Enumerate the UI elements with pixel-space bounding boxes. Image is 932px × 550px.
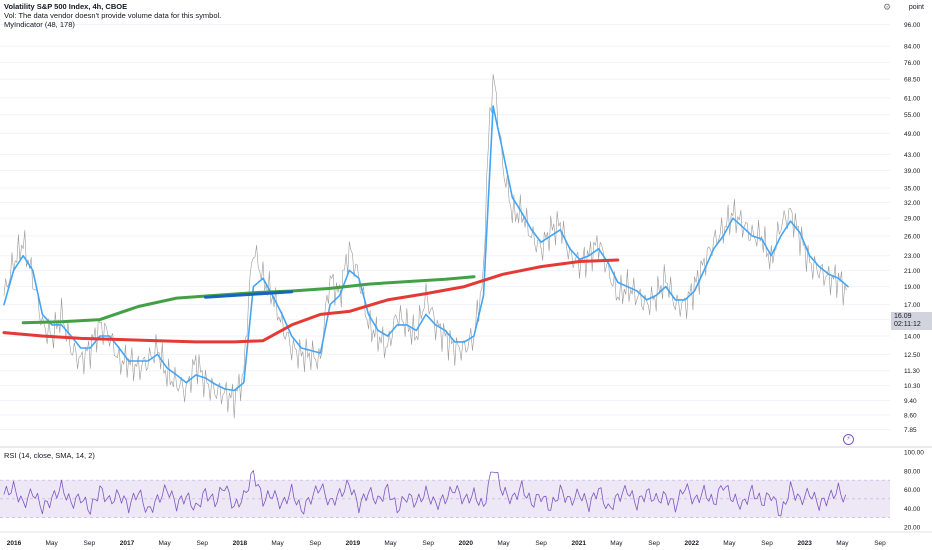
price-tick-label: 29.00 [904,216,921,223]
price-tick-label: 19.00 [904,284,921,291]
price-tick-label: 68.50 [904,77,921,84]
price-tick-label: 49.00 [904,131,921,138]
price-tick-label: 8.60 [904,412,917,419]
time-tick-label: Sep [422,540,434,547]
price-tick-label: 84.00 [904,44,921,51]
indicator-label[interactable]: MyIndicator (48, 178) [4,20,75,29]
price-tick-label: 26.00 [904,233,921,240]
price-tick-label: 14.00 [904,334,921,341]
series-layer [2,74,849,517]
price-tick-label: 43.00 [904,152,921,159]
price-tick-label: 21.00 [904,268,921,275]
price-tick-label: 55.00 [904,112,921,119]
price-tick-label: 9.40 [904,398,917,405]
time-tick-label: May [610,540,623,547]
time-tick-label: Sep [535,540,547,547]
time-tick-label: May [723,540,736,547]
rsi-tick-label: 100.00 [904,450,924,457]
time-tick-label: Sep [874,540,886,547]
rsi-band [0,479,890,518]
time-tick-label: 2022 [685,540,700,547]
ma-short-series [203,290,294,299]
price-tick-label: 23.00 [904,253,921,260]
time-tick-label: May [384,540,397,547]
rsi-tick-label: 60.00 [904,487,921,494]
price-tick-label: 96.00 [904,22,921,29]
price-axis[interactable]: 96.00 84.00 76.00 68.50 61.00 55.00 49.00 43.00… [904,22,921,434]
time-tick-label: May [46,540,59,547]
lightning-icon[interactable]: ⚡ [843,434,854,445]
rsi-tick-label: 20.00 [904,525,921,532]
price-unit: point [908,4,924,11]
time-tick-label: 2018 [233,540,248,547]
rsi-axis[interactable]: 100.00 80.00 60.00 40.00 20.00 [904,450,924,532]
rsi-tick-label: 40.00 [904,506,921,513]
time-tick-label: 2021 [572,540,587,547]
bar-countdown: 02:11:12 [894,321,921,328]
time-tick-label: Sep [196,540,208,547]
time-tick-label: 2023 [797,540,812,547]
price-tick-label: 11.30 [904,368,920,375]
price-series [3,74,847,419]
time-tick-label: Sep [309,540,321,547]
time-tick-label: Sep [84,540,96,547]
price-tick-label: 61.00 [904,95,921,102]
time-tick-label: 2017 [120,540,135,547]
time-tick-label: May [497,540,510,547]
price-tick-label: 76.00 [904,60,921,67]
settings-icon[interactable]: ⚙ [883,2,892,12]
time-tick-label: 2020 [459,540,474,547]
time-tick-label: May [158,540,171,547]
rsi-tick-label: 80.00 [904,468,921,475]
symbol-title[interactable]: Volatility S&P 500 Index, 4h, CBOE [4,2,128,11]
ma-slow-series [2,258,620,344]
grid [0,24,890,431]
price-tick-label: 17.00 [904,302,921,309]
last-price-badge: 16.09 02:11:12 [891,312,932,330]
time-tick-label: 2019 [346,540,361,547]
time-tick-label: 2016 [7,540,22,547]
price-tick-label: 32.00 [904,200,921,207]
price-tick-label: 7.85 [904,427,917,434]
price-tick-label: 12.50 [904,352,921,359]
price-tick-label: 39.00 [904,168,921,175]
time-tick-label: Sep [648,540,660,547]
rsi-series [3,470,846,517]
smoothed-series [3,105,849,392]
price-tick-label: 10.30 [904,383,921,390]
time-tick-label: Sep [761,540,773,547]
last-price: 16.09 [894,313,912,320]
price-tick-label: 35.00 [904,185,921,192]
time-tick-label: May [836,540,849,547]
time-axis[interactable]: 2016 May Sep 2017 May Sep 2018 May Sep 2019 May Sep… [7,540,886,547]
rsi-label[interactable]: RSI (14, close, SMA, 14, 2) [4,451,95,460]
volume-note: Vol: The data vendor doesn't provide vol… [4,11,222,20]
time-tick-label: May [271,540,284,547]
